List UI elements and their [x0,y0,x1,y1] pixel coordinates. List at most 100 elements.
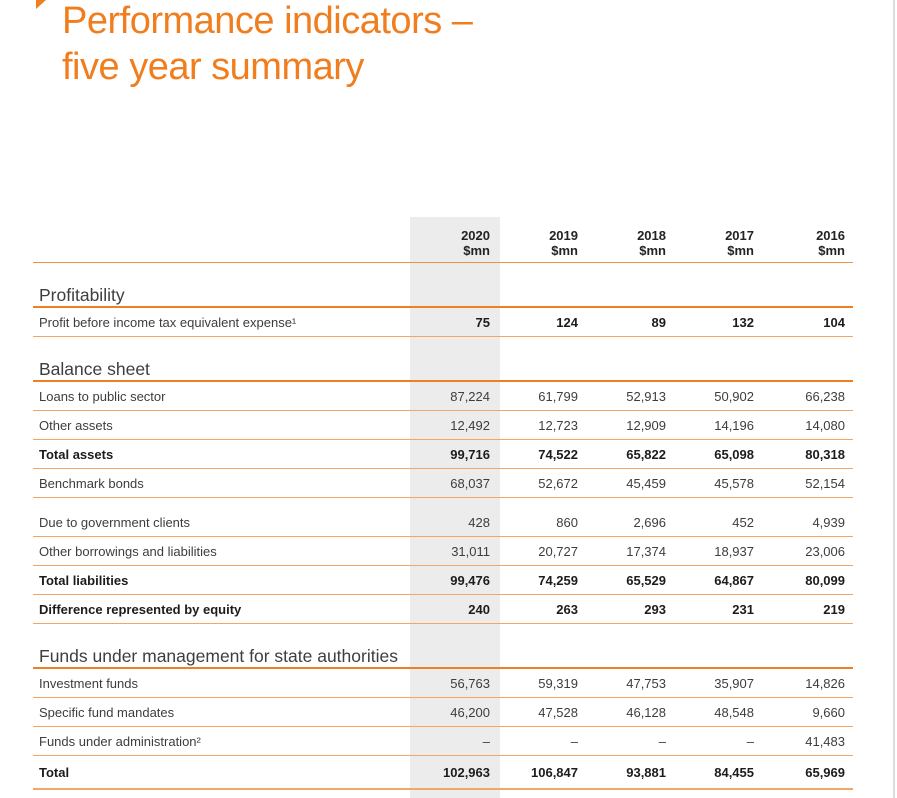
row-label: Specific fund mandates [39,704,175,720]
row-value: 52,913 [626,388,666,404]
row-value: 14,196 [714,417,754,433]
row-value: 80,099 [805,572,845,588]
row-value: 20,727 [538,543,578,559]
row-value: 46,200 [450,704,490,720]
summary-table: 2020 $mn 2019 $mn 2018 $mn 2017 $mn 2016 $mn Prof… [33,217,853,790]
corner-accent-triangle-icon [36,0,46,9]
table-row: Specific fund mandates 46,200 47,528 46,128… [33,698,853,727]
row-value: 104 [823,314,845,330]
row-label: Funds under administration² [39,733,201,749]
year-column-header: 2020 $mn [410,217,500,262]
page-title-line2: five year summary [62,46,364,88]
row-value: 9,660 [812,704,845,720]
row-value: 860 [556,514,578,530]
table-row: Loans to public sector 87,224 61,799 52,913… [33,382,853,411]
row-label: Total [39,764,70,780]
row-value: 102,963 [443,764,490,780]
row-value: 46,128 [626,704,666,720]
section-heading: Balance sheet [33,337,853,382]
row-value: 61,799 [538,388,578,404]
year-column-header: 2017 $mn [676,217,764,262]
section-heading: Profitability [33,263,853,308]
row-spacer [33,498,853,508]
row-value: 80,318 [805,446,845,462]
row-value: 35,907 [714,675,754,691]
row-label: Total assets [39,446,114,462]
table-row: Total 102,963 106,847 93,881 84,455 65,969 [33,756,853,790]
year-column-header: 2019 $mn [500,217,588,262]
row-value: 231 [732,601,754,617]
column-year: 2016 [816,228,845,243]
row-value: 12,909 [626,417,666,433]
section-heading: Funds under management for state authori… [33,624,853,669]
row-value: 428 [468,514,490,530]
row-value: 56,763 [450,675,490,691]
column-unit: $mn [818,243,845,258]
column-unit: $mn [551,243,578,258]
table-row: Other borrowings and liabilities 31,011 20… [33,537,853,566]
row-value: 31,011 [451,543,490,559]
table-row: Other assets 12,492 12,723 12,909 14,196 14,0… [33,411,853,440]
row-value: 52,154 [805,475,845,491]
row-value: 99,476 [450,572,490,588]
row-value: 93,881 [626,764,666,780]
column-year: 2017 [725,228,754,243]
row-value: 2,696 [633,514,666,530]
highlight-column-2020 [410,217,500,798]
row-value: 263 [556,601,578,617]
page-title: Performance indicators – five year summa… [62,0,473,90]
row-label: Difference represented by equity [39,601,242,617]
row-value: 47,753 [626,675,666,691]
row-value: 87,224 [450,388,490,404]
row-value: 45,578 [714,475,754,491]
row-value: 64,867 [714,572,754,588]
row-value: 14,826 [805,675,845,691]
row-label: Investment funds [39,675,138,691]
table-row: Total liabilities 99,476 74,259 65,529 64,86… [33,566,853,595]
row-value: 74,522 [538,446,578,462]
column-year: 2019 [549,228,578,243]
table-row: Difference represented by equity 240 263 29… [33,595,853,624]
row-value: 4,939 [812,514,845,530]
row-value: 124 [556,314,578,330]
row-value: – [746,733,754,749]
table-row: Due to government clients 428 860 2,696 452 4… [33,508,853,537]
row-value: – [482,733,490,749]
row-value: – [570,733,578,749]
table-body: Profitability Profit before income tax eq… [33,263,853,790]
table-row: Funds under administration² – – – – 41,483 [33,727,853,756]
row-label: Other borrowings and liabilities [39,543,217,559]
column-unit: $mn [727,243,754,258]
row-label: Total liabilities [39,572,129,588]
column-year: 2020 [461,228,490,243]
row-label: Profit before income tax equivalent expe… [39,314,297,330]
row-value: 68,037 [450,475,490,491]
row-value: 84,455 [714,764,754,780]
table-header-row: 2020 $mn 2019 $mn 2018 $mn 2017 $mn 2016 $mn [33,217,853,263]
row-value: 106,847 [531,764,578,780]
page-right-border [893,0,895,798]
row-value: 74,259 [538,572,578,588]
row-value: 17,374 [626,543,666,559]
row-value: 12,723 [538,417,578,433]
table-row: Investment funds 56,763 59,319 47,753 35,907… [33,669,853,698]
row-value: 89 [651,314,666,330]
table-row: Profit before income tax equivalent expe… [33,308,853,337]
row-value: 45,459 [626,475,666,491]
row-value: 52,672 [538,475,578,491]
row-value: 48,548 [714,704,754,720]
column-unit: $mn [639,243,666,258]
row-value: 293 [644,601,666,617]
row-value: 59,319 [538,675,578,691]
header-label-spacer [33,217,410,262]
table-row: Total assets 99,716 74,522 65,822 65,098 80,3… [33,440,853,469]
row-label: Other assets [39,417,113,433]
row-value: 14,080 [805,417,845,433]
row-value: 452 [732,514,754,530]
column-unit: $mn [463,243,490,258]
row-value: 75 [475,314,490,330]
row-value: 65,529 [626,572,666,588]
row-value: 47,528 [538,704,578,720]
row-value: 240 [468,601,490,617]
